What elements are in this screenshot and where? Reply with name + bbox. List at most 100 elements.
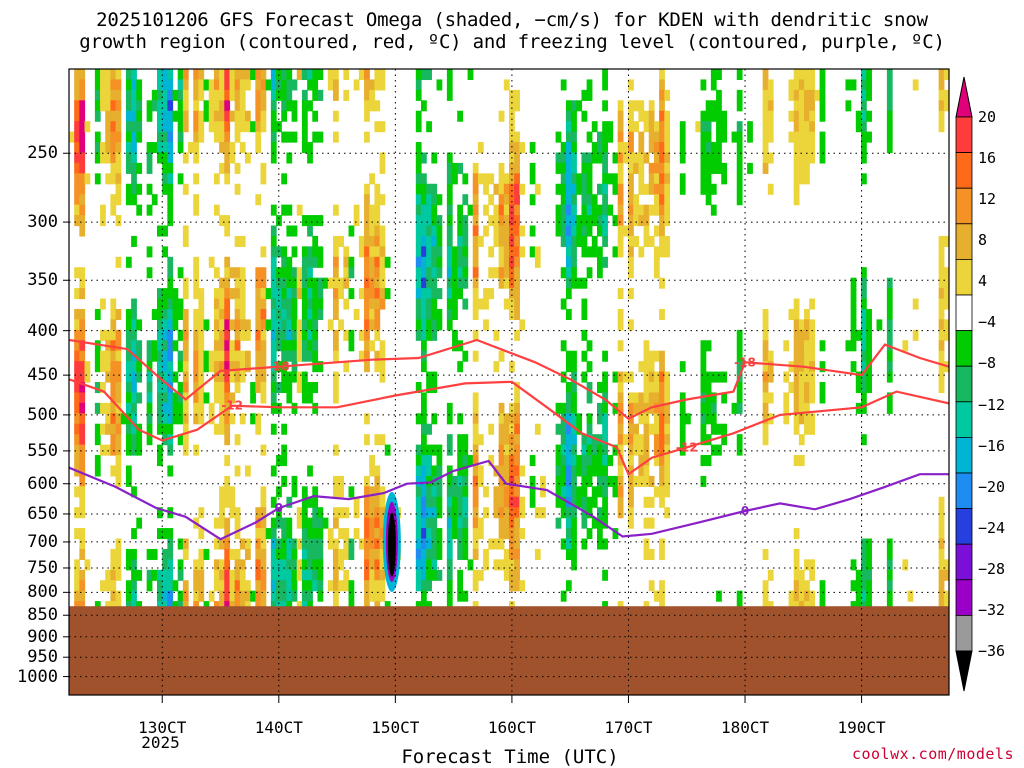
omega-cell-19 [74, 319, 80, 331]
omega-cell-320 [131, 79, 137, 91]
omega-cell-262 [115, 538, 122, 550]
omega-cell-663 [193, 256, 200, 268]
omega-cell-1056 [260, 382, 267, 394]
omega-cell-219 [110, 569, 117, 581]
omega-cell-2690 [643, 225, 650, 237]
omega-cell-2758 [653, 382, 660, 394]
omega-cell-1093 [270, 256, 277, 268]
omega-cell-2200 [519, 507, 526, 519]
omega-cell-2826 [664, 162, 671, 174]
omega-cell-1728 [421, 434, 427, 446]
omega-cell-394 [146, 246, 153, 258]
omega-cell-434 [157, 110, 163, 122]
omega-cell-2533 [607, 173, 614, 185]
omega-cell-2678 [638, 475, 645, 487]
omega-cell-1470 [343, 277, 350, 289]
omega-cell-668 [193, 319, 200, 331]
omega-cell-2016 [488, 173, 495, 185]
omega-cell-693 [198, 79, 205, 91]
omega-cell-2744 [653, 131, 660, 143]
omega-cell-2840 [664, 434, 671, 446]
omega-cell-1140 [276, 382, 282, 394]
omega-cell-619 [182, 183, 189, 195]
omega-cell-2735 [648, 517, 655, 529]
omega-cell-342 [131, 392, 137, 404]
omega-cell-2936 [710, 183, 717, 195]
omega-cell-85 [79, 475, 86, 487]
omega-cell-2304 [565, 455, 572, 467]
omega-cell-628 [182, 350, 189, 362]
omega-cell-841 [224, 329, 231, 341]
omega-cell-524 [167, 173, 174, 185]
omega-cell-1540 [364, 538, 370, 550]
omega-cell-944 [239, 110, 246, 122]
omega-cell-1570 [369, 465, 376, 477]
omega-cell-2011 [483, 319, 489, 331]
omega-cell-1296 [301, 308, 308, 320]
omega-cell-2470 [597, 267, 603, 279]
omega-cell-1058 [260, 444, 267, 456]
omega-cell-2212 [529, 496, 536, 508]
omega-cell-3402 [938, 496, 945, 508]
omega-cell-89 [79, 528, 86, 540]
omega-cell-3324 [866, 319, 872, 331]
omega-cell-1460 [338, 507, 344, 519]
omega-cell-2383 [581, 183, 588, 195]
omega-cell-797 [219, 329, 225, 341]
omega-cell-444 [157, 329, 163, 341]
omega-cell-76 [79, 382, 86, 394]
omega-cell-1867 [446, 496, 453, 508]
omega-cell-456 [157, 507, 163, 519]
omega-cell-3163 [804, 79, 810, 91]
omega-cell-106 [84, 361, 91, 373]
omega-cell-879 [229, 267, 236, 279]
omega-cell-1542 [364, 559, 370, 571]
omega-cell-676 [193, 402, 200, 414]
omega-cell-1870 [446, 528, 453, 540]
omega-cell-2301 [565, 423, 572, 435]
omega-cell-2169 [514, 329, 520, 341]
omega-cell-2202 [519, 580, 526, 592]
omega-cell-2175 [514, 434, 520, 446]
omega-cell-2749 [653, 183, 660, 195]
omega-cell-845 [224, 371, 231, 383]
omega-cell-1669 [415, 194, 422, 206]
omega-cell-1186 [281, 548, 288, 560]
omega-cell-2044 [498, 183, 505, 195]
omega-cell-2908 [705, 131, 712, 143]
omega-cell-2995 [736, 340, 743, 352]
omega-cell-3257 [850, 308, 857, 320]
omega-cell-2328 [571, 183, 577, 195]
omega-cell-2750 [653, 194, 660, 206]
omega-cell-1099 [270, 319, 277, 331]
omega-cell-1825 [436, 267, 443, 279]
omega-cell-1648 [379, 580, 386, 592]
omega-cell-1856 [446, 288, 453, 300]
omega-cell-2371 [576, 277, 583, 289]
omega-cell-2515 [602, 465, 608, 477]
omega-cell-651 [193, 69, 200, 81]
omega-cell-403 [146, 413, 153, 425]
omega-cell-2625 [628, 434, 634, 446]
omega-cell-441 [157, 298, 163, 310]
omega-cell-1373 [312, 382, 319, 394]
omega-cell-450 [157, 392, 163, 404]
omega-cell-2286 [565, 215, 572, 227]
omega-cell-328 [131, 162, 137, 174]
omega-cell-1597 [374, 298, 381, 310]
omega-cell-2068 [498, 538, 505, 550]
omega-cell-3061 [767, 361, 774, 373]
omega-cell-2009 [483, 288, 489, 300]
omega-cell-536 [167, 329, 174, 341]
omega-cell-3351 [886, 288, 893, 300]
omega-cell-2232 [555, 225, 562, 237]
omega-cell-2391 [581, 298, 588, 310]
omega-cell-3145 [798, 392, 805, 404]
omega-cell-2569 [617, 308, 624, 320]
omega-cell-1214 [286, 340, 293, 352]
omega-cell-1225 [286, 569, 293, 581]
omega-cell-503 [162, 580, 168, 592]
omega-cell-2969 [721, 173, 728, 185]
omega-cell-634 [182, 413, 189, 425]
omega-cell-701 [198, 319, 205, 331]
